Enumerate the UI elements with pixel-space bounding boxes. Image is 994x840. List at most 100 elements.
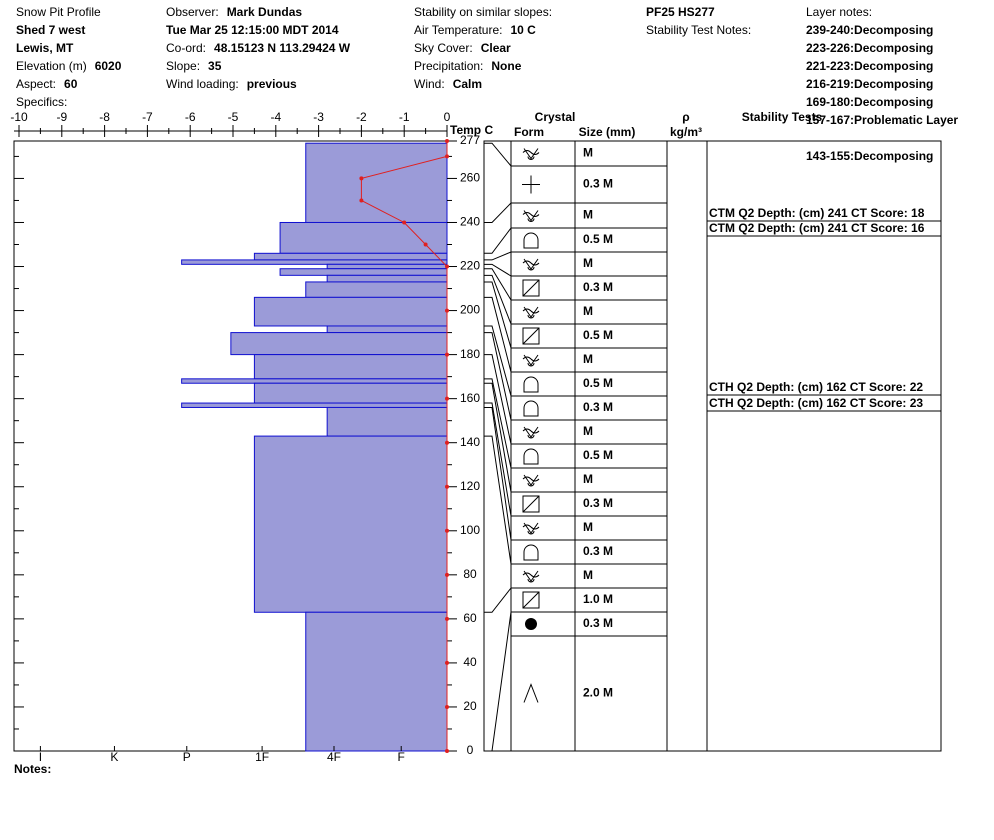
temp-axis-label: Temp C: [450, 123, 493, 137]
fan-line: [484, 402, 512, 517]
crystal-size: M: [583, 304, 593, 318]
fan-line: [484, 274, 512, 325]
header-field: Tue Mar 25 12:15:00 MDT 2014: [166, 23, 339, 37]
note-range: 169-180:: [806, 95, 854, 109]
hardness-bar: [279, 221, 448, 254]
form-faceted: [522, 327, 540, 345]
crystal-form: [522, 327, 540, 345]
field-value: Clear: [481, 41, 511, 55]
height-tick-label: 240: [460, 215, 480, 229]
header-field: Precipitation: None: [414, 59, 522, 73]
crystal-size: 0.3 M: [583, 400, 613, 414]
hardness-tick-label: I: [39, 750, 42, 764]
header-field: Lewis, MT: [16, 41, 74, 55]
height-tick-label: 180: [460, 347, 480, 361]
fan-line: [484, 325, 512, 397]
field-value: Shed 7 west: [16, 23, 85, 37]
temperature-point: [445, 154, 449, 159]
height-tick-label: 100: [460, 523, 480, 537]
crystal-size: 0.5 M: [583, 448, 613, 462]
hardness-bar: [253, 435, 448, 613]
layer-note: 169-180:Decomposing: [806, 95, 933, 109]
note-range: 239-240:: [806, 23, 854, 37]
form-depth-hoar: [523, 683, 539, 703]
form-rounded: [523, 376, 539, 393]
field-value: 60: [64, 77, 78, 91]
field-value: Calm: [453, 77, 482, 91]
field-label: Elevation (m): [16, 59, 87, 73]
hardness-tick-label: 4F: [327, 750, 341, 764]
crystal-form: [522, 522, 540, 535]
crystal-form: [522, 258, 540, 271]
crystal-size: M: [583, 520, 593, 534]
hardness-bar: [305, 281, 448, 298]
hardness-bar: [326, 406, 448, 437]
hardness-bar: [326, 325, 448, 334]
note-text: Problematic Layer: [854, 113, 958, 127]
field-label: Wind:: [414, 77, 445, 91]
crystal-form: [522, 354, 540, 367]
crystal-form: [523, 400, 539, 417]
hardness-bar: [253, 382, 448, 404]
crystal-size: M: [583, 568, 593, 582]
header-field: Air Temperature: 10 C: [414, 23, 536, 37]
crystal-size: M: [583, 352, 593, 366]
hardness-bar: [326, 274, 448, 283]
temperature-point: [445, 396, 449, 401]
form-rounded: [523, 232, 539, 249]
temperature-line: [360, 141, 448, 751]
hardness-bar: [253, 252, 448, 261]
header-field: Slope: 35: [166, 59, 222, 73]
field-label: Aspect:: [16, 77, 56, 91]
hardness-bar: [230, 332, 448, 356]
crystal-form: [522, 570, 540, 583]
crystal-form: [522, 148, 540, 160]
note-text: Decomposing: [854, 149, 933, 163]
layer-note: 143-155:Decomposing: [806, 149, 933, 163]
field-label: Air Temperature:: [414, 23, 502, 37]
height-tick-label: 40: [463, 655, 477, 669]
temperature-point: [445, 528, 449, 533]
hardness-bar: [253, 296, 448, 327]
layer-note: 239-240:Decomposing: [806, 23, 933, 37]
crystal-form: [522, 279, 540, 297]
stability-test: CTM Q2 Depth: (cm) 241 CT Score: 18: [709, 206, 925, 220]
crystal-size: 0.3 M: [583, 544, 613, 558]
table-frame: [483, 140, 942, 752]
field-label: Co-ord:: [166, 41, 206, 55]
field-label: Stability Test Notes:: [646, 23, 751, 37]
fan-line: [484, 251, 512, 261]
field-value: 6020: [95, 59, 122, 73]
crystal-size: 0.3 M: [583, 616, 613, 630]
crystal-size: M: [583, 424, 593, 438]
field-label: Specifics:: [16, 95, 67, 109]
header-crystal: Crystal: [535, 110, 576, 124]
form-rounded: [523, 544, 539, 561]
hardness-tick-label: 1F: [255, 750, 269, 764]
field-value: 48.15123 N 113.29424 W: [214, 41, 351, 55]
temperature-point: [445, 264, 449, 269]
crystal-size: M: [583, 472, 593, 486]
crystal-form: [522, 210, 540, 222]
header-field: Wind: Calm: [414, 77, 482, 91]
crystal-form: [522, 306, 540, 319]
field-value: previous: [247, 77, 297, 91]
note-range: 143-155:: [806, 149, 854, 163]
stability-test: CTH Q2 Depth: (cm) 162 CT Score: 22: [709, 380, 923, 394]
hardness-tick-label: P: [183, 750, 191, 764]
height-tick-label: 277: [460, 133, 480, 147]
header-field: Specifics:: [16, 95, 67, 109]
form-decomposing: [522, 354, 540, 367]
note-range: 221-223:: [806, 59, 854, 73]
hardness-bar: [253, 354, 448, 380]
notes-label: Notes:: [14, 762, 51, 776]
header-field: Elevation (m) 6020: [16, 59, 122, 73]
header-field: Snow Pit Profile: [16, 5, 101, 19]
header-field: Co-ord: 48.15123 N 113.29424 W: [166, 41, 351, 55]
crystal-size: M: [583, 146, 593, 160]
height-tick-label: 220: [460, 259, 480, 273]
form-decomposing: [522, 570, 540, 583]
temperature-point: [445, 660, 449, 665]
fan-line: [484, 142, 512, 167]
crystal-form: [522, 175, 540, 194]
